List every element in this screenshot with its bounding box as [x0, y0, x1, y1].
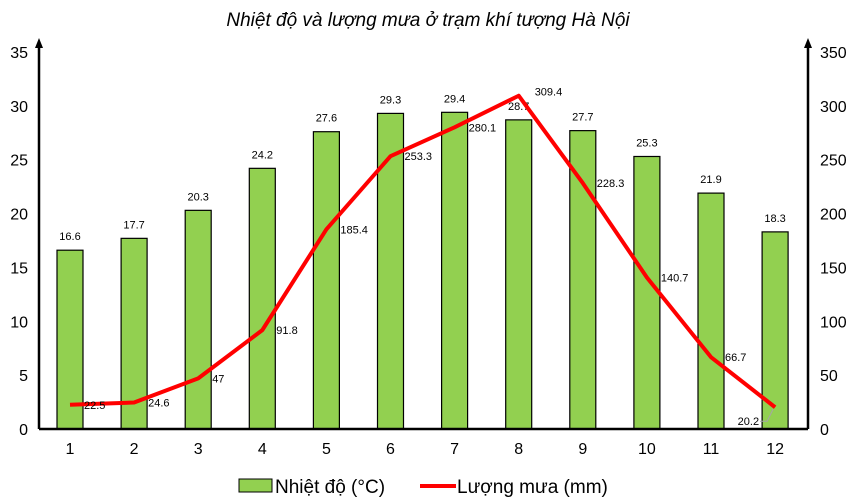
- temperature-bars: [56, 111, 789, 430]
- x-axis-tick-label: 2: [130, 441, 139, 458]
- left-axis-ticks: 0 5 10 15 20 25 30 35: [10, 45, 28, 439]
- x-axis-tick-label: 6: [386, 441, 395, 458]
- rainfall-line: [69, 93, 777, 409]
- x-axis-tick-label: 9: [578, 441, 587, 458]
- temperature-bar: [697, 192, 725, 430]
- rainfall-value-label: 24.6: [148, 398, 169, 410]
- temperature-bar: [441, 111, 469, 430]
- rainfall-value-label: 309.4: [535, 87, 563, 99]
- rainfall-value-label: 280.1: [469, 122, 497, 134]
- right-axis-tick-label: 150: [820, 260, 847, 277]
- x-axis-tick-label: 12: [766, 441, 784, 458]
- temperature-bar: [761, 231, 789, 430]
- temperature-bar: [376, 112, 405, 430]
- temperature-value-label: 29.4: [444, 93, 465, 105]
- left-axis-tick-label: 35: [10, 45, 28, 62]
- rainfall-value-label: 185.4: [340, 224, 368, 236]
- leader-line: [760, 409, 774, 422]
- right-axis-tick-label: 350: [820, 45, 847, 62]
- temperature-value-label: 20.3: [187, 191, 208, 203]
- temperature-value-label: 27.7: [572, 112, 593, 124]
- legend-bar-label: Nhiệt độ (°C): [275, 477, 385, 498]
- rainfall-value-label: 253.3: [405, 151, 433, 163]
- temperature-bar: [633, 155, 661, 430]
- temperature-value-label: 18.3: [764, 213, 785, 225]
- temperature-value-label: 27.6: [316, 113, 337, 125]
- x-axis-tick-label: 1: [66, 441, 75, 458]
- rainfall-value-label: 66.7: [725, 352, 746, 364]
- temperature-value-label: 16.6: [59, 231, 80, 243]
- temperature-bar: [505, 119, 533, 430]
- x-axis-tick-label: 5: [322, 441, 331, 458]
- rainfall-value-label: 22.5: [84, 400, 105, 412]
- left-axis-tick-label: 30: [10, 99, 28, 116]
- right-axis-tick-label: 100: [820, 314, 847, 331]
- left-axis-tick-label: 20: [10, 207, 28, 224]
- legend-line-label: Lượng mưa (mm): [457, 477, 608, 498]
- x-axis-tick-label: 3: [194, 441, 203, 458]
- rainfall-polyline: [69, 93, 777, 409]
- temperature-data-labels: 16.617.720.324.227.629.3 29.428.727.725.3…: [59, 93, 786, 243]
- left-axis-tick-label: 5: [19, 368, 28, 385]
- rainfall-value-label: 228.3: [597, 178, 625, 190]
- x-axis-tick-label: 8: [514, 441, 523, 458]
- rainfall-value-label: 47: [212, 373, 224, 385]
- temperature-bar: [56, 249, 84, 430]
- left-axis-tick-label: 0: [19, 422, 28, 439]
- right-axis-tick-label: 50: [820, 368, 838, 385]
- temperature-value-label: 25.3: [636, 137, 657, 149]
- temperature-value-label: 17.7: [123, 219, 144, 231]
- right-axis-tick-label: 200: [820, 207, 847, 224]
- temperature-value-label: 24.2: [252, 149, 273, 161]
- left-axis-tick-label: 25: [10, 153, 28, 170]
- x-axis-tick-label: 10: [638, 441, 656, 458]
- temperature-bar: [184, 209, 212, 430]
- temperature-value-label: 21.9: [700, 174, 721, 186]
- chart-title: Nhiệt độ và lượng mưa ở trạm khí tượng H…: [226, 10, 630, 31]
- right-axis-tick-label: 300: [820, 99, 847, 116]
- right-axis-arrow-icon: [804, 38, 812, 48]
- legend-bar-swatch-icon: [238, 478, 273, 493]
- x-axis-ticks: 1 2 3 4 5 6 7 8 9 10 11 12: [66, 441, 785, 458]
- temperature-bar: [569, 130, 597, 430]
- x-axis-tick-label: 4: [258, 441, 267, 458]
- x-axis-tick-label: 7: [450, 441, 459, 458]
- left-axis-tick-label: 10: [10, 314, 28, 331]
- temperature-bar: [248, 167, 276, 430]
- rainfall-data-labels: 22.5 24.6 47 91.8 185.4 253.3 280.1 309.4 228.3 1…: [84, 87, 774, 428]
- temperature-value-label: 29.3: [380, 94, 401, 106]
- rainfall-value-label: 20.2: [738, 416, 759, 428]
- left-axis-tick-label: 15: [10, 260, 28, 277]
- legend: Nhiệt độ (°C) Lượng mưa (mm): [238, 477, 608, 498]
- x-axis-tick-label: 11: [703, 441, 720, 458]
- left-axis-arrow-icon: [35, 38, 43, 48]
- right-axis-tick-label: 250: [820, 153, 847, 170]
- rainfall-value-label: 91.8: [276, 325, 297, 337]
- temperature-bar: [312, 131, 340, 430]
- right-axis-tick-label: 0: [820, 422, 829, 439]
- rainfall-value-label: 140.7: [661, 272, 689, 284]
- right-axis-ticks: 0 50 100 150 200 250 300 350: [820, 45, 847, 439]
